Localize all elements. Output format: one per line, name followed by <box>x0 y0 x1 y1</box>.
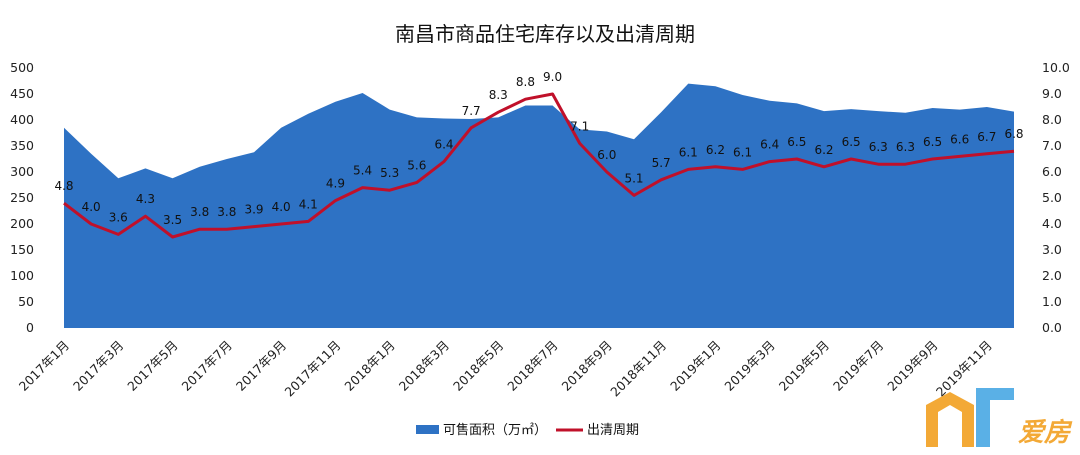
area-layer <box>64 83 1014 328</box>
data-label: 6.3 <box>896 140 915 154</box>
x-axis-tick-label: 2018年1月 <box>341 338 397 394</box>
x-axis-tick-label: 2018年5月 <box>450 338 506 394</box>
data-label: 5.4 <box>353 164 372 178</box>
data-label: 6.2 <box>706 143 725 157</box>
data-label: 4.8 <box>54 179 73 193</box>
left-axis-tick-label: 500 <box>10 60 34 75</box>
right-axis-tick-label: 1.0 <box>1042 294 1062 309</box>
data-label: 7.1 <box>570 119 589 133</box>
data-label: 6.1 <box>733 145 752 159</box>
data-label: 6.5 <box>787 135 806 149</box>
right-axis-tick-label: 2.0 <box>1042 268 1062 283</box>
data-label: 3.9 <box>244 203 263 217</box>
data-label: 6.8 <box>1004 127 1023 141</box>
left-axis-tick-label: 100 <box>10 268 34 283</box>
x-axis: 2017年1月2017年3月2017年5月2017年7月2017年9月2017年… <box>16 338 995 400</box>
data-label: 3.5 <box>163 213 182 227</box>
data-label: 6.6 <box>950 132 969 146</box>
x-axis-tick-label: 2019年1月 <box>667 338 723 394</box>
legend-line-label: 出清周期 <box>587 423 639 438</box>
logo-text: 爱房 <box>1018 418 1073 448</box>
right-axis-tick-label: 4.0 <box>1042 216 1062 231</box>
data-label: 5.7 <box>652 156 671 170</box>
x-axis-tick-label: 2019年7月 <box>830 338 886 394</box>
x-axis-tick-label: 2019年3月 <box>721 338 777 394</box>
data-label: 4.9 <box>326 177 345 191</box>
x-axis-tick-label: 2018年7月 <box>504 338 560 394</box>
right-axis-tick-label: 0.0 <box>1042 320 1062 335</box>
data-label: 6.1 <box>679 145 698 159</box>
legend-area-swatch <box>416 425 439 434</box>
x-axis-tick-label: 2017年5月 <box>124 338 180 394</box>
data-label: 3.8 <box>190 205 209 219</box>
data-label: 6.0 <box>597 148 616 162</box>
x-axis-tick-label: 2017年11月 <box>282 338 344 400</box>
x-axis-tick-label: 2018年3月 <box>396 338 452 394</box>
left-axis: 0 50 100 150 200 250 300 350 400 450 500 <box>10 60 34 335</box>
right-axis-tick-label: 10.0 <box>1042 60 1070 75</box>
left-axis-tick-label: 150 <box>10 242 34 257</box>
right-axis-tick-label: 7.0 <box>1042 138 1062 153</box>
data-label: 4.0 <box>82 200 101 214</box>
data-label: 8.8 <box>516 75 535 89</box>
data-label: 5.6 <box>407 158 426 172</box>
data-label: 5.3 <box>380 166 399 180</box>
right-axis-tick-label: 3.0 <box>1042 242 1062 257</box>
data-label: 3.6 <box>109 210 128 224</box>
left-axis-tick-label: 0 <box>26 320 34 335</box>
x-axis-tick-label: 2018年9月 <box>559 338 615 394</box>
right-axis-tick-label: 5.0 <box>1042 190 1062 205</box>
x-axis-tick-label: 2019年5月 <box>776 338 832 394</box>
data-label: 8.3 <box>489 88 508 102</box>
data-label: 6.4 <box>434 138 453 152</box>
data-label: 5.1 <box>624 171 643 185</box>
data-label: 3.8 <box>217 205 236 219</box>
x-axis-tick-label: 2018年11月 <box>607 338 669 400</box>
data-label: 4.3 <box>136 192 155 206</box>
x-axis-tick-label: 2017年1月 <box>16 338 72 394</box>
left-axis-tick-label: 50 <box>18 294 34 309</box>
left-axis-tick-label: 250 <box>10 190 34 205</box>
x-axis-tick-label: 2017年9月 <box>233 338 289 394</box>
legend: 可售面积（万㎡） 出清周期 <box>416 422 639 438</box>
left-axis-tick-label: 300 <box>10 164 34 179</box>
data-label: 6.3 <box>869 140 888 154</box>
data-label: 6.7 <box>977 130 996 144</box>
x-axis-tick-label: 2017年7月 <box>179 338 235 394</box>
data-label: 6.4 <box>760 138 779 152</box>
legend-area-label: 可售面积（万㎡） <box>443 422 547 438</box>
data-label: 9.0 <box>543 70 562 84</box>
line-layer <box>63 92 1015 239</box>
data-label: 6.5 <box>842 135 861 149</box>
data-label: 6.2 <box>814 143 833 157</box>
right-axis-tick-label: 9.0 <box>1042 86 1062 101</box>
right-axis-tick-label: 8.0 <box>1042 112 1062 127</box>
left-axis-tick-label: 400 <box>10 112 34 127</box>
watermark-logo: 爱房 <box>926 388 1073 448</box>
area-series-inventory <box>64 83 1014 328</box>
right-axis: 0.0 1.0 2.0 3.0 4.0 5.0 6.0 7.0 8.0 9.0 10.0 <box>1042 60 1070 335</box>
left-axis-tick-label: 200 <box>10 216 34 231</box>
left-axis-tick-label: 450 <box>10 86 34 101</box>
data-label: 4.0 <box>272 200 291 214</box>
x-axis-tick-label: 2017年3月 <box>70 338 126 394</box>
right-axis-tick-label: 6.0 <box>1042 164 1062 179</box>
data-label: 7.7 <box>462 104 481 118</box>
data-label: 6.5 <box>923 135 942 149</box>
line-series-clearance-cycle <box>63 92 1015 239</box>
left-axis-tick-label: 350 <box>10 138 34 153</box>
data-label: 4.1 <box>299 197 318 211</box>
logo-window-icon <box>976 388 1014 447</box>
x-axis-tick-label: 2019年9月 <box>884 338 940 394</box>
logo-roof-icon <box>926 392 974 447</box>
data-labels: 4.8 4.0 3.6 4.3 3.5 3.8 3.8 3.9 4.0 4.1 4.9 5.4 5.3 5… <box>54 70 1023 227</box>
chart-title: 南昌市商品住宅库存以及出清周期 <box>395 22 695 46</box>
